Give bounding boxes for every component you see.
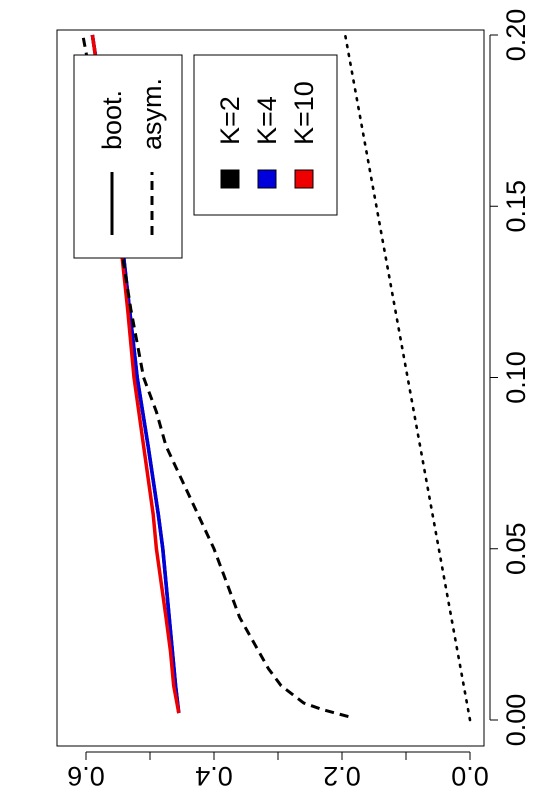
y-tick-label: 0.6 [67,761,105,791]
legend-linetype-label-1: asym. [137,78,167,150]
x-tick-label: 0.05 [501,522,531,575]
legend-color-label-0: K=2 [215,96,245,145]
y-tick-label: 0.0 [451,761,489,791]
x-tick-label: 0.20 [501,9,531,62]
legend-linetype-box [73,54,183,259]
series-line-3 [81,34,349,719]
y-tick-label: 0.2 [323,761,361,791]
legend-color-label-2: K=10 [289,81,319,145]
legend-linetype-label-0: boot. [97,90,127,150]
legend-color-swatch-0 [220,169,240,189]
series-line-4 [343,33,472,722]
legend-color-swatch-1 [257,169,277,189]
x-tick-label: 0.00 [501,694,531,747]
legend-color-label-1: K=4 [252,96,282,145]
x-tick-label: 0.10 [501,351,531,404]
legend-color-swatch-2 [294,169,314,189]
x-tick-label: 0.15 [501,180,531,233]
y-tick-label: 0.4 [195,761,233,791]
plot-frame [56,29,485,747]
